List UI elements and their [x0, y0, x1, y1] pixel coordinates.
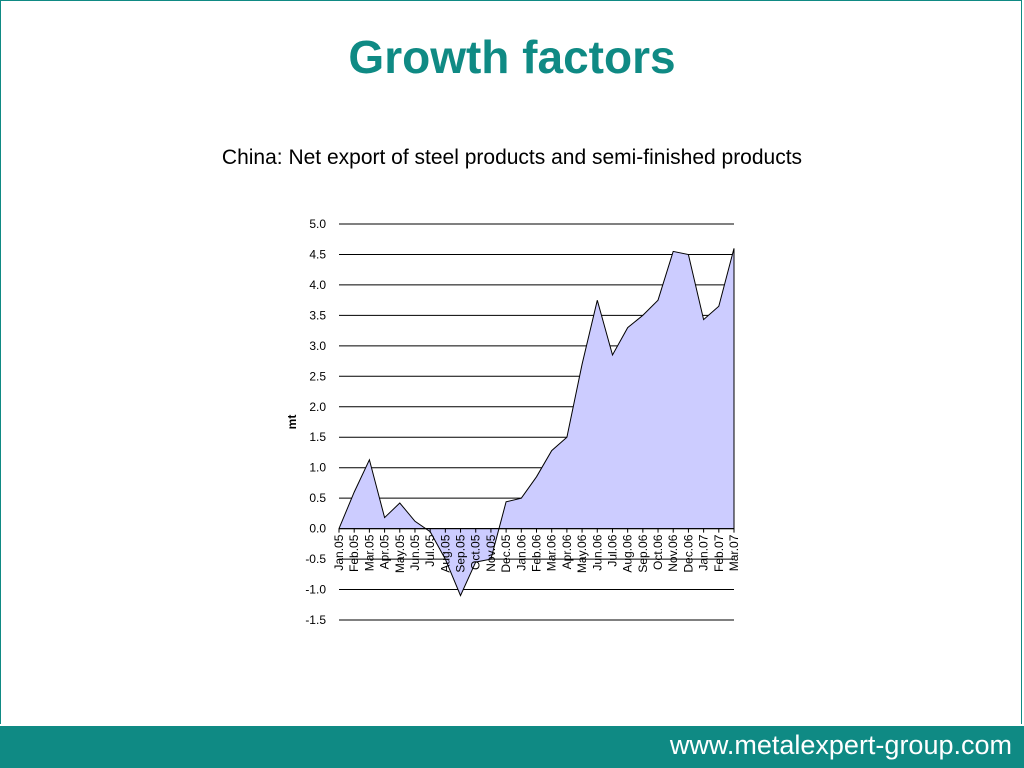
x-tick-label: Aug.05: [438, 534, 452, 572]
x-tick-label: Sep.05: [454, 534, 468, 572]
x-tick-label: Jan.07: [697, 534, 711, 570]
x-tick-label: Mar.06: [545, 534, 559, 571]
y-tick-label: -1.5: [305, 613, 326, 627]
y-tick-label: 4.0: [309, 278, 326, 292]
y-tick-label: 1.5: [309, 430, 326, 444]
x-tick-label: Feb.05: [347, 534, 361, 572]
x-tick-label: Dec.06: [681, 534, 695, 572]
x-tick-label: Apr.06: [560, 534, 574, 569]
y-tick-label: 0.0: [309, 522, 326, 536]
x-tick-label: Jul.05: [423, 534, 437, 566]
x-tick-label: Mar.05: [362, 534, 376, 571]
slide-frame: [0, 0, 1022, 724]
x-tick-label: Nov.05: [484, 534, 498, 571]
y-axis-label: mt: [285, 415, 299, 430]
x-tick-label: Sep.06: [636, 534, 650, 572]
x-tick-label: Oct.06: [651, 534, 665, 570]
x-tick-label: Aug.06: [621, 534, 635, 572]
x-tick-label: Nov.06: [666, 534, 680, 571]
x-tick-label: Oct.05: [469, 534, 483, 570]
x-tick-label: Jan.05: [332, 534, 346, 570]
y-tick-label: -0.5: [305, 552, 326, 566]
x-tick-label: May.05: [393, 534, 407, 573]
y-tick-label: 4.5: [309, 247, 326, 261]
footer-bar: www.metalexpert-group.com: [0, 726, 1024, 768]
x-tick-label: Feb.06: [530, 534, 544, 572]
x-tick-label: Mar.07: [727, 534, 741, 571]
area-chart: 5.0 4.5 4.0 3.5 3.0 2.5 2.0 1.5 1.0 0.5 0.0 -0.5 -1.…: [285, 217, 741, 627]
footer-url[interactable]: www.metalexpert-group.com: [669, 730, 1012, 760]
x-tick-label: Jul.06: [605, 534, 619, 566]
y-tick-label: -1.0: [305, 583, 326, 597]
slide-title: Growth factors: [348, 31, 676, 83]
y-tick-label: 5.0: [309, 217, 326, 231]
x-tick-label: Jun.06: [590, 534, 604, 570]
x-tick-label: Apr.05: [378, 534, 392, 569]
x-tick-label: Jan.06: [514, 534, 528, 570]
y-tick-label: 3.0: [309, 339, 326, 353]
x-tick-labels: Jan.05 Feb.05 Mar.05 Apr.05 May.05 Jun.05 Jul.…: [332, 528, 741, 573]
x-tick-label: May.06: [575, 534, 589, 573]
x-tick-label: Feb.07: [712, 534, 726, 572]
x-tick-label: Dec.05: [499, 534, 513, 572]
y-tick-label: 2.0: [309, 400, 326, 414]
series-area: [338, 248, 735, 597]
y-tick-labels: 5.0 4.5 4.0 3.5 3.0 2.5 2.0 1.5 1.0 0.5 0.0 -0.5 -1.…: [305, 217, 326, 627]
y-tick-label: 1.0: [309, 461, 326, 475]
y-tick-label: 3.5: [309, 308, 326, 322]
y-tick-label: 2.5: [309, 369, 326, 383]
y-tick-label: 0.5: [309, 491, 326, 505]
chart-subtitle: China: Net export of steel products and …: [221, 146, 803, 169]
x-tick-label: Jun.05: [408, 534, 422, 570]
